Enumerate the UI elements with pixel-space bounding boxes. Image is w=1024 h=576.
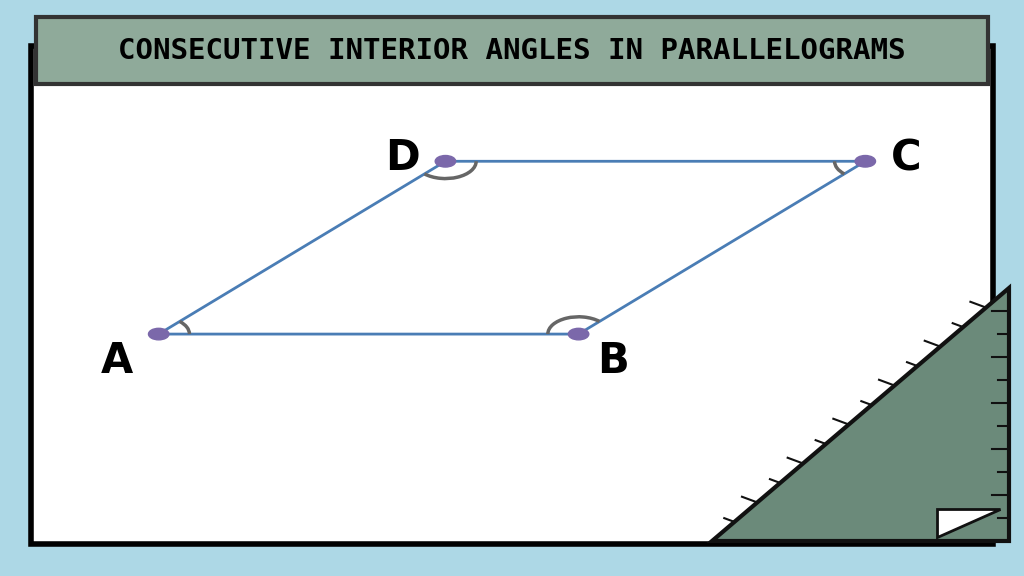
Circle shape xyxy=(435,156,456,167)
Text: D: D xyxy=(385,138,420,179)
FancyBboxPatch shape xyxy=(31,46,993,544)
Polygon shape xyxy=(712,288,1009,541)
FancyBboxPatch shape xyxy=(36,17,988,84)
Circle shape xyxy=(148,328,169,340)
Polygon shape xyxy=(937,509,1000,537)
Text: C: C xyxy=(891,138,922,179)
Circle shape xyxy=(568,328,589,340)
Circle shape xyxy=(855,156,876,167)
Text: A: A xyxy=(101,340,133,382)
Text: CONSECUTIVE INTERIOR ANGLES IN PARALLELOGRAMS: CONSECUTIVE INTERIOR ANGLES IN PARALLELO… xyxy=(118,37,906,65)
Text: B: B xyxy=(597,340,629,382)
